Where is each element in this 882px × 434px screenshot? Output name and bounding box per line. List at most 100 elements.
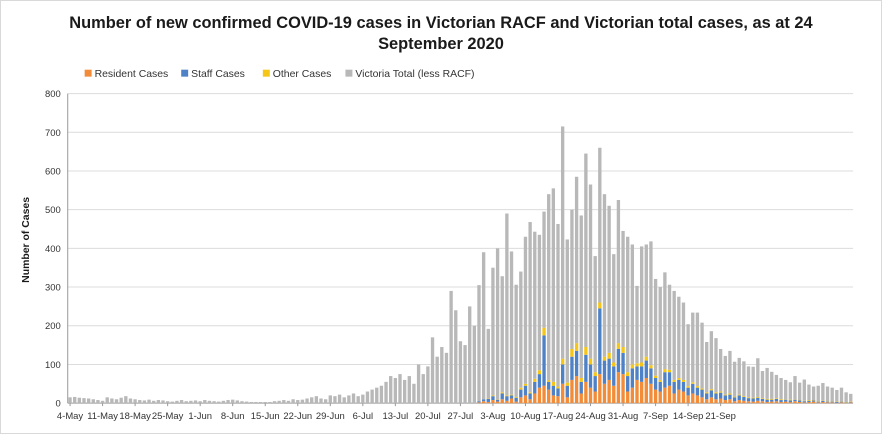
bar-resident — [765, 401, 769, 404]
bar-other — [649, 365, 653, 369]
bar-victoria — [291, 399, 295, 404]
bar-victoria — [440, 347, 444, 404]
bar-victoria — [184, 401, 188, 404]
bar-victoria — [728, 350, 732, 394]
bar-victoria — [449, 290, 453, 404]
bar-victoria — [672, 290, 676, 380]
bar-staff — [574, 350, 579, 377]
bar-victoria — [165, 401, 170, 404]
bar-staff — [556, 388, 560, 397]
bar-resident — [588, 387, 593, 404]
bar-victoria — [342, 397, 346, 404]
bar-resident — [672, 393, 676, 404]
bar-other — [612, 362, 616, 367]
y-tick-label: 200 — [45, 321, 61, 332]
bar-resident — [649, 383, 653, 404]
bar-resident — [584, 381, 588, 404]
bar-victoria — [421, 374, 425, 404]
bar-victoria — [616, 199, 621, 344]
bar-staff — [672, 381, 676, 394]
bar-other — [644, 356, 648, 361]
legend-swatch-victoria — [345, 69, 353, 77]
bar-resident — [691, 393, 695, 404]
bar-other — [519, 387, 523, 390]
bar-victoria — [133, 399, 137, 404]
bar-victoria — [756, 358, 760, 397]
bar-victoria — [277, 400, 281, 404]
bar-victoria — [454, 310, 458, 404]
legend-label-staff: Staff Cases — [191, 69, 245, 80]
bar-victoria — [361, 394, 365, 404]
bar-victoria — [737, 357, 741, 395]
bar-other — [533, 378, 537, 382]
bar-victoria — [686, 324, 690, 387]
bar-resident — [481, 401, 486, 404]
bar-victoria — [714, 338, 718, 393]
bar-victoria — [560, 126, 565, 359]
bar-other — [560, 358, 565, 365]
bar-resident — [612, 385, 616, 404]
x-tick-label: 3-Aug — [480, 411, 505, 422]
bar-victoria — [802, 379, 806, 401]
bar-victoria — [811, 386, 816, 401]
bar-staff — [533, 381, 537, 394]
bar-staff — [811, 400, 816, 402]
bar-victoria — [305, 398, 309, 404]
bar-victoria — [231, 399, 235, 404]
bar-victoria — [760, 371, 765, 399]
bar-resident — [737, 400, 741, 404]
y-tick-label: 500 — [45, 205, 61, 216]
bar-resident — [514, 401, 518, 404]
bar-resident — [718, 398, 723, 404]
bar-staff — [732, 397, 737, 402]
bar-staff — [658, 381, 662, 392]
x-axis-tick-labels: 4-May 11-May 18-May 25-May 1-Jun 8-Jun 15-Jun 2… — [57, 403, 736, 422]
bar-other — [542, 327, 546, 336]
bar-victoria — [681, 302, 686, 380]
bar-victoria — [700, 322, 704, 389]
bar-other — [695, 386, 700, 388]
bar-victoria — [435, 356, 439, 404]
bar-staff — [495, 399, 500, 402]
bar-resident — [486, 401, 490, 404]
bar-resident — [784, 401, 788, 404]
gridlines — [67, 93, 854, 404]
bar-victoria — [333, 396, 337, 404]
bar-victoria — [82, 398, 86, 404]
bar-resident — [477, 402, 481, 404]
bar-resident — [598, 374, 602, 404]
bar-victoria — [663, 272, 667, 370]
bar-victoria — [370, 389, 374, 404]
bar-victoria — [839, 387, 844, 402]
bar-victoria — [416, 364, 421, 404]
bar-other — [774, 398, 779, 399]
bar-victoria — [849, 393, 853, 402]
bar-staff — [765, 399, 769, 402]
bar-staff — [519, 389, 523, 398]
bar-staff — [644, 360, 648, 378]
bar-victoria — [821, 383, 825, 401]
y-tick-label: 300 — [45, 283, 61, 294]
bar-resident — [695, 395, 700, 404]
bar-victoria — [463, 345, 467, 404]
bar-staff — [700, 389, 704, 398]
bar-staff — [612, 366, 616, 386]
bar-victoria — [556, 223, 560, 387]
bar-staff — [486, 398, 490, 402]
bar-staff — [839, 401, 844, 403]
bar-victoria — [491, 267, 495, 396]
bar-victoria — [746, 366, 751, 398]
bar-other — [565, 382, 569, 386]
bar-other — [658, 379, 662, 382]
bar-victoria — [212, 401, 216, 404]
bar-other — [751, 397, 755, 399]
bar-victoria — [825, 386, 830, 402]
bar-other — [788, 399, 793, 401]
bar-staff — [579, 381, 583, 394]
bar-victoria — [644, 244, 648, 357]
bar-victoria — [114, 399, 119, 404]
bar-staff — [686, 387, 690, 396]
bar-victoria — [193, 400, 198, 404]
bar-other — [746, 397, 751, 399]
bar-staff — [830, 401, 834, 403]
